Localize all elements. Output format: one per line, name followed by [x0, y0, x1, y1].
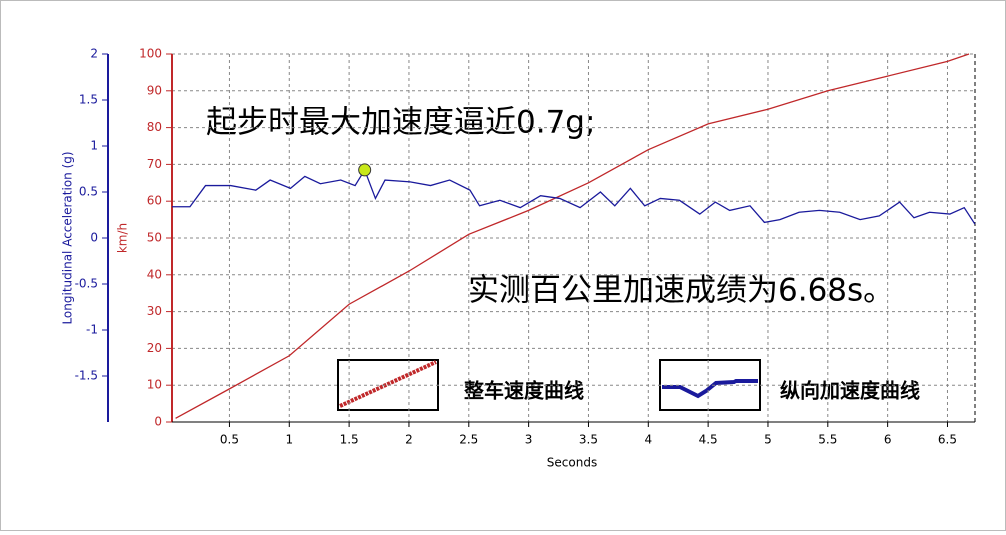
legend-label: 纵向加速度曲线: [780, 379, 920, 403]
y-tick-label: 30: [147, 304, 162, 318]
y2-tick-label: 1: [90, 139, 98, 153]
x-tick-label: 1.5: [340, 433, 359, 447]
series-line: [172, 168, 976, 225]
series-line: [175, 53, 970, 419]
y2-tick-label: 2: [90, 47, 98, 61]
y-tick-label: 50: [147, 231, 162, 245]
x-tick-label: 0.5: [220, 433, 239, 447]
legend-swatch: [339, 360, 437, 408]
x-tick-label: 2.5: [459, 433, 478, 447]
y2-axis-label: Longitudinal Acceleration (g): [61, 151, 75, 324]
y-tick-label: 100: [139, 47, 162, 61]
x-tick-label: 6.5: [938, 433, 957, 447]
x-tick-label: 2: [405, 433, 413, 447]
y-tick-label: 40: [147, 267, 162, 281]
x-tick-label: 4.5: [699, 433, 718, 447]
y-tick-label: 10: [147, 378, 162, 392]
y-tick-label: 60: [147, 194, 162, 208]
y-tick-label: 20: [147, 341, 162, 355]
x-tick-label: 6: [884, 433, 892, 447]
x-tick-label: 1: [285, 433, 293, 447]
y2-tick-label: -1.5: [75, 369, 98, 383]
x-tick-label: 3.5: [579, 433, 598, 447]
y2-tick-label: -1: [86, 323, 98, 337]
y2-tick-label: 0.5: [79, 185, 98, 199]
legend-label: 整车速度曲线: [463, 379, 584, 403]
legend-swatch: [662, 379, 758, 399]
annotation: 实测百公里加速成绩为6.68s。: [468, 273, 894, 309]
x-tick-label: 5.5: [818, 433, 837, 447]
y-tick-label: 90: [147, 83, 162, 97]
y-axis-label: km/h: [116, 223, 130, 253]
y-tick-label: 70: [147, 157, 162, 171]
annotation: 起步时最大加速度逼近0.7g;: [206, 105, 595, 141]
x-axis-label: Seconds: [547, 456, 597, 470]
y-tick-label: 80: [147, 120, 162, 134]
y2-tick-label: 1.5: [79, 93, 98, 107]
y2-tick-label: -0.5: [75, 277, 98, 291]
x-tick-label: 5: [764, 433, 772, 447]
x-tick-label: 4: [644, 433, 652, 447]
x-tick-label: 3: [525, 433, 533, 447]
highlight-point: [358, 163, 372, 177]
y2-tick-label: 0: [90, 231, 98, 245]
y-tick-label: 0: [154, 415, 162, 429]
